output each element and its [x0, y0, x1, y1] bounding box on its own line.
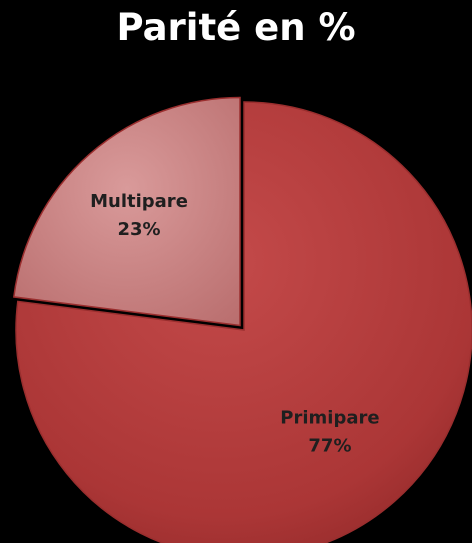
- slice-label-primipare: Primipare: [280, 407, 379, 428]
- pie-labels: Primipare 77% Multipare 23%: [90, 191, 379, 457]
- pie-slices: [12, 96, 472, 543]
- slice-label-multipare: Multipare: [90, 191, 188, 212]
- pie-slice-primipare: [15, 101, 472, 543]
- slice-value-multipare: 23%: [117, 219, 160, 240]
- pie-slice-multipare: [12, 96, 241, 327]
- chart-title: Parité en %: [116, 6, 356, 49]
- slice-value-primipare: 77%: [308, 435, 351, 456]
